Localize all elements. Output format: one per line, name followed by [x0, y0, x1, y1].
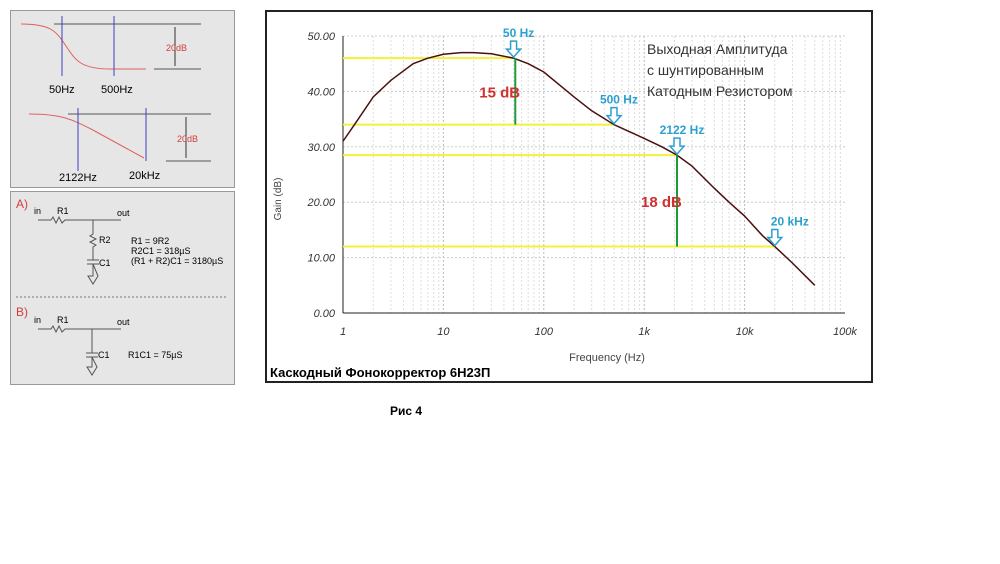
marker-label: 500 Hz: [600, 93, 638, 107]
c1-label: C1: [99, 258, 111, 268]
equation: R1C1 = 75µS: [128, 350, 182, 360]
y-axis-label: Gain (dB): [273, 178, 284, 221]
circuit-b-label: B): [16, 305, 28, 319]
bode-diagram-panel: 50Hz 500Hz 20dB 2122Hz 20kHz 20dB: [10, 10, 235, 188]
circuit-panel: A) in R1 out R2 C1 R1 = 9R2 R2C1 = 318µS…: [10, 191, 235, 385]
figure-caption: Рис 4: [390, 404, 423, 418]
marker-label: 2122 Hz: [660, 123, 705, 137]
y-tick-label: 30.00: [307, 142, 335, 154]
equation: R2C1 = 318µS: [131, 246, 190, 256]
freq-label-20khz: 20kHz: [129, 170, 160, 182]
arrow-down-icon: [668, 137, 686, 156]
x-tick-label: 10: [437, 326, 450, 338]
freq-label-2122hz: 2122Hz: [59, 172, 97, 184]
circuit-a-label: A): [16, 197, 28, 211]
arrow-down-icon: [605, 106, 623, 125]
arrow-down-icon: [504, 40, 523, 59]
x-tick-label: 100: [535, 326, 554, 338]
annotation-line: с шунтированным: [647, 62, 764, 78]
span-label: 18 dB: [641, 194, 682, 211]
y-tick-label: 40.00: [307, 86, 335, 98]
in-label: in: [34, 315, 41, 325]
arrow-down-icon: [766, 228, 784, 247]
span-label: 20dB: [177, 134, 198, 144]
gain-chart: 0.00 10.00 20.00 30.00 40.00 50.00 1 10 100 1k 10k…: [265, 10, 873, 383]
r2-label: R2: [99, 235, 111, 245]
annotation-line: Выходная Амплитуда: [647, 41, 788, 57]
span-label: 20dB: [166, 43, 187, 53]
freq-label-500hz: 500Hz: [101, 84, 133, 96]
annotation-line: Катодным Резистором: [647, 83, 793, 99]
equation: R1 = 9R2: [131, 236, 169, 246]
y-tick-label: 0.00: [314, 308, 336, 320]
out-label: out: [117, 317, 130, 327]
y-tick-label: 50.00: [307, 31, 335, 43]
chart-svg: 0.00 10.00 20.00 30.00 40.00 50.00 1 10 100 1k 10k…: [270, 26, 857, 380]
x-tick-label: 1k: [638, 326, 650, 338]
y-tick-label: 20.00: [306, 197, 335, 209]
x-axis-label: Frequency (Hz): [569, 352, 645, 364]
r1-label: R1: [57, 206, 69, 216]
span-label: 15 dB: [479, 84, 520, 101]
x-tick-label: 1: [340, 326, 346, 338]
chart-title: Каскодный Фонокорректор 6Н23П: [270, 365, 490, 380]
equation: (R1 + R2)C1 = 3180µS: [131, 256, 223, 266]
r1-label: R1: [57, 315, 69, 325]
marker-label: 20 kHz: [771, 215, 809, 229]
x-tick-label: 10k: [736, 326, 754, 338]
marker-label: 50 Hz: [503, 26, 534, 40]
freq-label-50hz: 50Hz: [49, 84, 75, 96]
c1-label: C1: [98, 350, 110, 360]
y-tick-label: 10.00: [307, 253, 335, 265]
out-label: out: [117, 208, 130, 218]
x-tick-label: 100k: [833, 326, 857, 338]
gain-curve: [342, 51, 816, 286]
in-label: in: [34, 206, 41, 216]
